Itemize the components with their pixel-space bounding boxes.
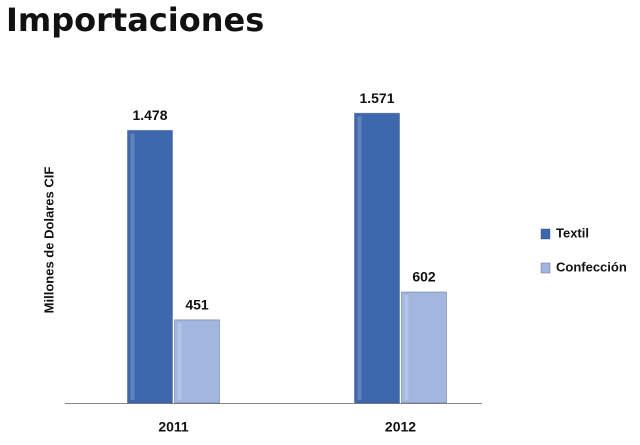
x-tick-label: 2012: [385, 419, 416, 435]
bar: [127, 129, 173, 404]
bar-highlight: [130, 133, 135, 400]
bar-highlight: [177, 322, 182, 400]
chart-title: Importaciones: [6, 1, 264, 39]
x-tick-label: 2011: [158, 419, 189, 435]
legend-swatch: [540, 228, 551, 240]
legend-swatch: [540, 262, 551, 274]
bar: [401, 291, 447, 404]
bar-highlight: [357, 116, 362, 400]
value-label: 1.478: [132, 107, 167, 123]
bar: [354, 112, 400, 404]
value-label: 451: [185, 297, 209, 313]
y-axis-label: Millones de Dolares CIF: [41, 167, 56, 314]
value-label: 1.571: [359, 90, 394, 106]
value-label: 602: [412, 269, 436, 285]
legend-label: Textil: [556, 225, 589, 240]
bar-highlight: [404, 294, 409, 400]
bar: [174, 319, 220, 404]
legend-label: Confección: [556, 259, 627, 274]
